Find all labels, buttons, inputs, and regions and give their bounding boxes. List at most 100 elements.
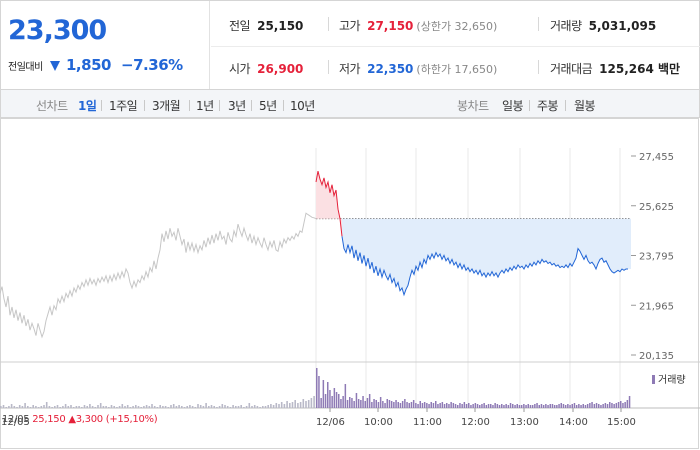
volume-bar bbox=[373, 399, 375, 408]
today-line-up bbox=[315, 170, 343, 237]
open-label: 시가 bbox=[229, 62, 251, 76]
volume-bar bbox=[197, 404, 199, 408]
volume-bar bbox=[181, 406, 183, 408]
volume-bar bbox=[221, 404, 224, 408]
volume-bar bbox=[329, 390, 331, 408]
period-3year[interactable]: 3년 bbox=[228, 99, 246, 113]
volume-bar bbox=[474, 403, 477, 408]
volume-bar bbox=[116, 407, 118, 408]
period-5year[interactable]: 5년 bbox=[259, 99, 277, 113]
volume-bar bbox=[624, 402, 626, 408]
volume-bar bbox=[162, 406, 164, 408]
high-label: 고가 bbox=[339, 19, 361, 33]
volume-bar bbox=[393, 402, 395, 408]
volume-bar bbox=[280, 402, 283, 408]
volume-bar bbox=[582, 404, 584, 408]
up-arrow-icon: ▲ bbox=[68, 414, 76, 425]
volume-bar bbox=[498, 405, 501, 408]
volume-bar bbox=[344, 384, 347, 408]
divider bbox=[529, 100, 530, 111]
volume-bar bbox=[29, 407, 32, 408]
row-divider bbox=[211, 46, 700, 47]
volume-bar bbox=[320, 398, 322, 408]
volume-bar bbox=[213, 406, 215, 408]
volume-bar bbox=[124, 406, 126, 408]
volume-bar bbox=[137, 406, 140, 408]
volume-bar bbox=[538, 405, 540, 408]
volume-bar bbox=[67, 406, 70, 408]
period-10year[interactable]: 10년 bbox=[290, 99, 315, 113]
volume-bar bbox=[591, 402, 593, 408]
volume-bar bbox=[604, 403, 607, 408]
volume-bar bbox=[43, 405, 45, 408]
volume-bar bbox=[454, 404, 457, 408]
x-tick-label: 10:00 bbox=[364, 417, 393, 428]
volume-bar bbox=[331, 396, 333, 408]
volume-bar bbox=[178, 405, 180, 408]
volume-bar bbox=[299, 402, 302, 408]
volume-bar bbox=[353, 401, 355, 408]
volume-bar bbox=[523, 404, 525, 408]
volume-bar bbox=[278, 404, 280, 408]
volume-bar bbox=[302, 399, 305, 408]
prev-close-label: 전일 bbox=[229, 19, 251, 33]
volume-bar bbox=[224, 405, 226, 408]
volume-bar bbox=[593, 404, 596, 408]
volume-bar bbox=[527, 404, 529, 408]
volume-bar bbox=[375, 400, 377, 408]
price-chart[interactable]: 27,455 25,625 23,795 21,965 20,135 12/05 12/06… bbox=[0, 118, 700, 450]
volume-bar bbox=[235, 406, 237, 408]
prev-session-change-pct: (+15,10%) bbox=[105, 414, 158, 425]
divider bbox=[565, 100, 566, 111]
volume-value: 5,031,095 bbox=[588, 19, 657, 33]
divider bbox=[538, 17, 539, 31]
volume-bar bbox=[159, 405, 161, 408]
volume-bar bbox=[560, 403, 562, 408]
volume-bar bbox=[37, 407, 40, 408]
volume-bar bbox=[218, 406, 221, 408]
volume-bar bbox=[432, 403, 435, 408]
volume-bar bbox=[542, 405, 545, 408]
period-3month[interactable]: 3개월 bbox=[152, 99, 181, 113]
volume-bar bbox=[575, 405, 578, 408]
volume-bar bbox=[492, 405, 494, 408]
volume-bar bbox=[573, 403, 576, 408]
volume-bar bbox=[262, 406, 264, 408]
volume-bar bbox=[27, 406, 29, 408]
candle-monthly[interactable]: 월봉 bbox=[574, 99, 596, 113]
volume-bar bbox=[602, 404, 604, 408]
volume-bar bbox=[481, 404, 483, 408]
volume-bar bbox=[54, 406, 56, 408]
volume-bar bbox=[368, 394, 371, 408]
candle-daily[interactable]: 일봉 bbox=[502, 99, 524, 113]
volume-bar bbox=[24, 403, 26, 408]
volume-bar bbox=[423, 402, 426, 408]
volume-bar bbox=[401, 401, 404, 408]
volume-bar bbox=[94, 407, 97, 408]
volume-bar bbox=[346, 400, 349, 408]
period-1year[interactable]: 1년 bbox=[196, 99, 214, 113]
period-1week[interactable]: 1주일 bbox=[109, 99, 138, 113]
volume-bar bbox=[503, 405, 505, 408]
period-1day[interactable]: 1일 bbox=[78, 99, 97, 113]
volume-bar bbox=[78, 406, 80, 408]
volume-bar bbox=[408, 403, 410, 408]
volume-bar bbox=[406, 402, 408, 408]
volume-bar bbox=[342, 396, 344, 408]
volume-bar bbox=[216, 407, 218, 408]
volume-bar bbox=[580, 405, 582, 408]
volume-bar bbox=[199, 405, 202, 408]
volume-bar bbox=[437, 404, 439, 408]
volume-bar bbox=[118, 406, 121, 408]
volume-bar bbox=[551, 404, 554, 408]
volume-bar bbox=[72, 407, 75, 408]
volume-bar bbox=[253, 405, 256, 408]
chart-canvas[interactable]: 27,455 25,625 23,795 21,965 20,135 12/05 12/06… bbox=[0, 118, 700, 450]
candle-weekly[interactable]: 주봉 bbox=[537, 99, 559, 113]
volume-bar bbox=[194, 407, 197, 408]
volume-legend-label: 거래량 bbox=[658, 375, 686, 386]
volume-bar bbox=[226, 406, 229, 408]
volume-bar bbox=[318, 376, 320, 408]
volume-bar bbox=[404, 399, 406, 408]
volume-bar bbox=[609, 402, 611, 408]
